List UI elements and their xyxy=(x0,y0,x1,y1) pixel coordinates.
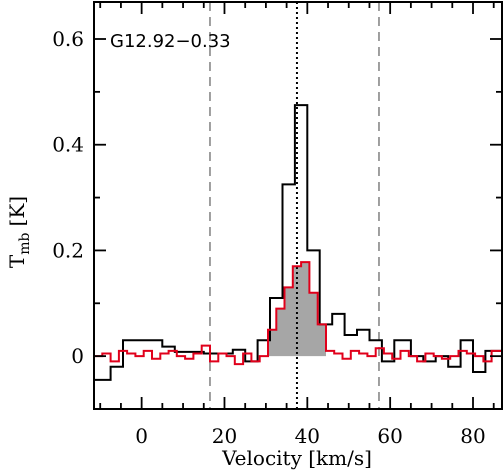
y-tick-label: 0.6 xyxy=(52,27,84,51)
x-tick-label: 0 xyxy=(135,424,148,448)
y-axis-label: Tmb [K] xyxy=(5,196,33,268)
y-axis-label-unit: [K] xyxy=(5,196,29,227)
y-axis-label-main: T xyxy=(5,254,29,268)
guide-lines-layer xyxy=(209,2,380,409)
series-layer xyxy=(94,104,502,381)
y-tick-label: 0.4 xyxy=(52,133,84,157)
ticks-layer: 0 20 40 60 80 0 0.2 0.4 0.6 xyxy=(52,2,502,448)
series-line-red xyxy=(94,261,502,366)
source-annotation: G12.92−0.33 xyxy=(110,31,231,52)
y-axis-label-sub: mb xyxy=(17,232,33,254)
line-emission-fill xyxy=(268,262,326,357)
y-tick-label: 0.2 xyxy=(52,238,84,262)
x-axis-label: Velocity [km/s] xyxy=(221,446,372,470)
fill-area-layer xyxy=(268,262,326,357)
x-tick-label: 80 xyxy=(460,424,485,448)
plot-frame xyxy=(93,1,503,410)
y-tick-label: 0 xyxy=(71,344,84,368)
axes-layer xyxy=(93,1,503,410)
x-tick-label: 60 xyxy=(377,424,402,448)
x-tick-label: 20 xyxy=(212,424,237,448)
y-axis-label-text: Tmb [K] xyxy=(5,196,33,268)
x-tick-label: 40 xyxy=(295,424,320,448)
